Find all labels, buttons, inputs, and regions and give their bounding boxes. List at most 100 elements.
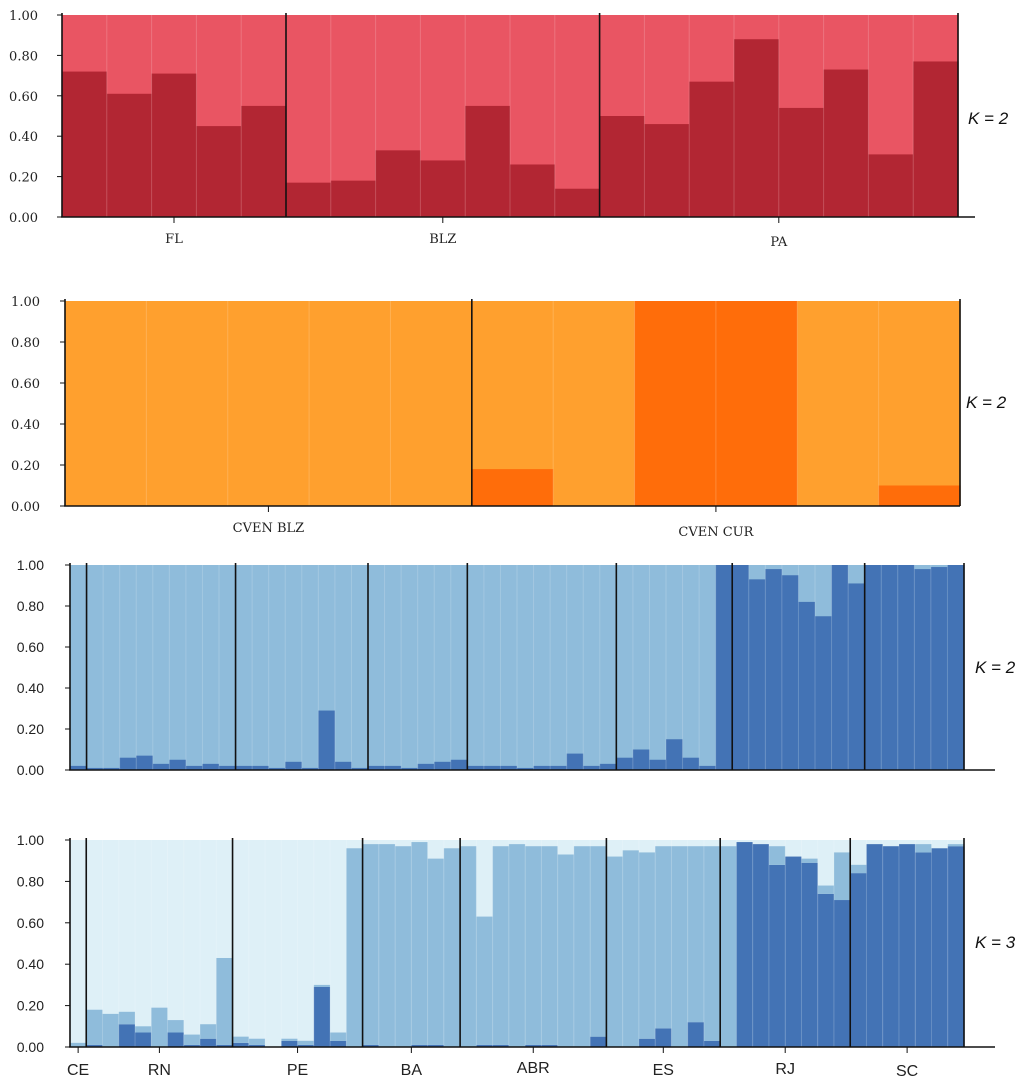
k-label: K = 3 [975, 933, 1016, 952]
bar-segment-cluster-2 [915, 844, 933, 853]
bar-segment-cluster-1 [898, 844, 916, 1047]
bar-segment-cluster-2 [492, 846, 510, 1045]
bar-segment-cluster-2 [817, 885, 835, 894]
bar-segment-cluster-3 [151, 840, 169, 1047]
bar-segment-cluster-1 [634, 301, 717, 506]
y-tick-label: 0.00 [17, 1039, 44, 1055]
bar-segment-cluster-1 [644, 124, 690, 217]
bar-segment-cluster-1 [550, 765, 568, 770]
bar-segment-cluster-2 [146, 301, 229, 506]
bar-segment-cluster-1 [286, 182, 332, 217]
bar-segment-cluster-1 [500, 765, 518, 770]
bar-segment-cluster-2 [219, 565, 237, 770]
bar-segment-cluster-2 [118, 1011, 136, 1025]
population-label: RN [148, 1062, 171, 1079]
bar-segment-cluster-3 [265, 840, 282, 1047]
bar-segment-cluster-1 [252, 765, 270, 770]
bar-segment-cluster-2 [202, 565, 220, 770]
k-label: K = 2 [968, 109, 1009, 128]
bar-segment-cluster-1 [682, 757, 700, 770]
population-label: CE [67, 1062, 89, 1079]
bar-segment-cluster-1 [200, 1038, 217, 1047]
bar-segment-cluster-2 [801, 858, 819, 863]
bar-segment-cluster-1 [736, 842, 754, 1047]
bar-segment-cluster-1 [632, 749, 651, 770]
bar-segment-cluster-1 [541, 1044, 559, 1047]
bar-segment-cluster-1 [699, 765, 717, 770]
bar-segment-cluster-2 [850, 864, 868, 874]
bar-segment-cluster-1 [914, 569, 932, 770]
bar-segment-cluster-1 [401, 767, 419, 770]
k-label: K = 2 [975, 658, 1016, 677]
bar-segment-cluster-2 [476, 916, 494, 1045]
bar-segment-cluster-2 [533, 565, 551, 770]
bar-segment-cluster-1 [866, 844, 884, 1047]
bar-segment-cluster-2 [70, 565, 88, 770]
bar-segment-cluster-1 [86, 767, 104, 770]
bar-segment-cluster-1 [785, 856, 803, 1047]
bar-segment-cluster-2 [590, 846, 607, 1037]
bar-segment-cluster-1 [848, 583, 866, 770]
bar-segment-cluster-2 [65, 301, 147, 506]
y-tick-label: 0.00 [17, 762, 44, 778]
bar-segment-cluster-1 [599, 116, 645, 217]
y-tick-label: 0.60 [9, 90, 38, 105]
bar-segment-cluster-2 [268, 565, 286, 770]
bar-segment-cluster-2 [655, 846, 673, 1029]
bar-segment-cluster-1 [590, 1036, 607, 1047]
bar-segment-cluster-3 [118, 840, 136, 1047]
bar-segment-cluster-1 [301, 767, 319, 770]
bar-segment-cluster-2 [687, 846, 705, 1023]
population-label: BA [401, 1062, 423, 1079]
bar-segment-cluster-2 [682, 565, 700, 770]
bar-segment-cluster-3 [330, 840, 347, 1047]
bar-segment-cluster-1 [281, 1040, 299, 1047]
y-tick-label: 0.20 [11, 459, 40, 474]
bar-segment-cluster-2 [169, 565, 187, 770]
bar-segment-cluster-2 [248, 1038, 266, 1045]
y-tick-label: 0.20 [17, 721, 44, 737]
bar-segment-cluster-1 [833, 900, 851, 1047]
bar-segment-cluster-2 [671, 846, 689, 1047]
bar-segment-cluster-1 [483, 765, 502, 770]
bar-segment-cluster-1 [235, 765, 253, 770]
y-tick-label: 1.00 [11, 295, 40, 310]
bar-segment-cluster-2 [86, 565, 104, 770]
y-tick-label: 0.00 [11, 500, 40, 515]
bar-segment-cluster-2 [103, 565, 121, 770]
bar-segment-cluster-2 [500, 565, 518, 770]
bar-segment-cluster-2 [70, 1042, 87, 1047]
bar-segment-cluster-1 [151, 73, 197, 217]
bar-segment-cluster-1 [362, 1044, 380, 1047]
bar-segment-cluster-1 [185, 765, 204, 770]
bar-segment-cluster-2 [351, 565, 369, 770]
bar-segment-cluster-1 [715, 301, 798, 506]
bar-segment-cluster-1 [135, 1032, 152, 1047]
bar-segment-cluster-2 [232, 1036, 250, 1043]
bar-segment-cluster-1 [106, 93, 153, 217]
bar-segment-cluster-1 [313, 986, 331, 1047]
bar-segment-cluster-1 [930, 567, 949, 770]
bar-segment-cluster-2 [135, 1026, 152, 1033]
bar-segment-cluster-1 [467, 765, 485, 770]
bar-segment-cluster-1 [103, 767, 121, 770]
bar-segment-cluster-2 [200, 1024, 217, 1039]
bar-segment-cluster-1 [655, 1028, 673, 1047]
bar-segment-cluster-2 [119, 565, 137, 770]
y-tick-label: 0.80 [17, 598, 44, 614]
bar-segment-cluster-1 [492, 1044, 510, 1047]
bar-segment-cluster-1 [554, 188, 601, 217]
bar-segment-cluster-2 [583, 565, 601, 770]
bar-segment-cluster-2 [384, 565, 402, 770]
bar-segment-cluster-2 [638, 852, 656, 1039]
bar-segment-cluster-1 [781, 575, 800, 770]
bar-segment-cluster-3 [70, 840, 87, 1047]
bar-segment-cluster-1 [533, 765, 551, 770]
bar-segment-cluster-1 [778, 107, 825, 217]
y-tick-label: 0.80 [11, 336, 40, 351]
bar-segment-cluster-1 [868, 154, 914, 217]
bar-segment-cluster-1 [831, 565, 849, 770]
bar-segment-cluster-2 [483, 565, 502, 770]
k-label: K = 2 [966, 393, 1007, 412]
bar-segment-cluster-1 [330, 180, 377, 217]
